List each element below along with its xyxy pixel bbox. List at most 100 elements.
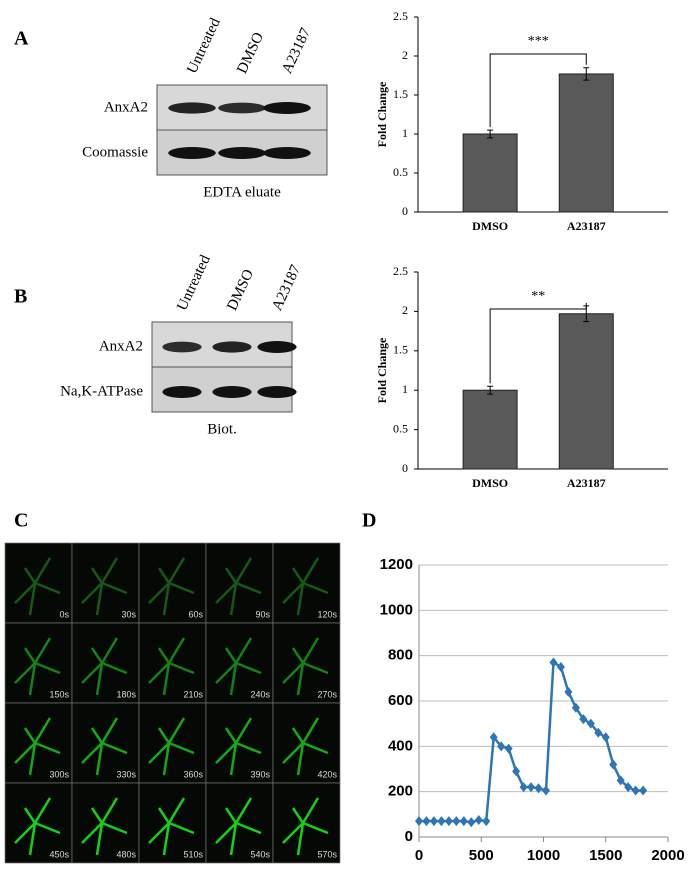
panel-label: B	[14, 286, 27, 308]
time-label: 360s	[183, 769, 203, 779]
cell-shape	[14, 717, 61, 776]
significance-label: **	[531, 289, 545, 304]
micrograph	[4, 622, 73, 704]
data-point	[564, 686, 573, 697]
blot-band	[162, 341, 202, 353]
blot-caption: EDTA eluate	[203, 184, 281, 200]
lane-label: A23187	[279, 25, 314, 76]
error-bar	[487, 129, 494, 139]
data-point	[586, 718, 595, 729]
y-tick-label: 2	[402, 48, 408, 62]
data-point	[631, 785, 640, 796]
micrograph	[138, 782, 207, 864]
cell-shape	[282, 797, 329, 856]
cell-shape	[148, 637, 195, 696]
x-tick-label: DMSO	[472, 476, 508, 490]
micrograph	[205, 702, 274, 784]
data-point	[467, 817, 476, 828]
micrograph	[71, 702, 140, 784]
cell-shape	[282, 717, 329, 776]
y-axis-label: Fold Change	[375, 337, 389, 403]
micrograph	[138, 622, 207, 704]
time-label: 540s	[250, 849, 270, 859]
x-tick-label: 0	[415, 847, 423, 864]
data-point	[549, 657, 558, 668]
cell-shape	[215, 797, 262, 856]
cell-shape	[282, 637, 329, 696]
cell-shape	[14, 557, 61, 616]
error-bar	[487, 385, 494, 395]
significance-bracket	[489, 302, 587, 384]
micrograph	[4, 542, 73, 624]
time-label: 30s	[121, 609, 136, 619]
micrograph	[4, 782, 73, 864]
cell-shape	[148, 717, 195, 776]
blot-band	[218, 147, 266, 159]
error-bar	[583, 67, 590, 81]
blot-band	[218, 102, 266, 114]
x-tick-label: 2000	[651, 847, 684, 864]
data-point	[497, 741, 506, 752]
micrograph	[205, 782, 274, 864]
lane-label: A23187	[269, 262, 304, 313]
y-tick-label: 0	[402, 461, 408, 475]
y-tick-label: 1	[402, 126, 408, 140]
blot-row-label: AnxA2	[99, 338, 143, 354]
bar	[462, 389, 518, 470]
data-point	[437, 816, 446, 827]
micrograph	[71, 622, 140, 704]
data-point	[504, 743, 513, 754]
data-point	[594, 727, 603, 738]
cell-shape	[14, 637, 61, 696]
data-point	[534, 783, 543, 794]
blot-band	[263, 147, 311, 159]
time-label: 510s	[183, 849, 203, 859]
x-tick-label: 1500	[589, 847, 622, 864]
significance-label: ***	[528, 34, 549, 49]
blot-band	[257, 341, 297, 353]
blot-caption: Biot.	[207, 421, 237, 437]
y-tick-label: 200	[388, 783, 413, 800]
y-tick-label: 1.5	[393, 343, 408, 357]
data-point	[519, 782, 528, 793]
time-label: 90s	[255, 609, 270, 619]
x-tick-label: DMSO	[472, 219, 508, 233]
cell-shape	[215, 717, 262, 776]
data-point	[571, 702, 580, 713]
data-point	[579, 714, 588, 725]
y-tick-label: 800	[388, 647, 413, 664]
significance-bracket	[489, 53, 587, 128]
time-label: 180s	[116, 689, 136, 699]
y-tick-label: 0.5	[393, 165, 408, 179]
cell-shape	[14, 797, 61, 856]
blot-band	[212, 341, 252, 353]
panel-label: C	[14, 510, 28, 532]
bar	[462, 133, 518, 213]
y-tick-label: 400	[388, 737, 413, 754]
blot-row-label: Na,K-ATPase	[60, 383, 143, 399]
data-point	[624, 782, 633, 793]
data-point	[616, 775, 625, 786]
data-point	[444, 816, 453, 827]
micrograph	[272, 542, 341, 624]
time-label: 570s	[317, 849, 337, 859]
micrograph	[71, 782, 140, 864]
y-tick-label: 2.5	[393, 264, 408, 278]
x-tick-label: A23187	[567, 219, 606, 233]
data-line	[419, 660, 644, 824]
data-point	[556, 662, 565, 672]
micrograph	[205, 622, 274, 704]
lane-label: Untreated	[174, 252, 214, 313]
y-tick-label: 1000	[380, 601, 413, 618]
cell-shape	[81, 557, 128, 616]
cell-shape	[81, 717, 128, 776]
time-label: 450s	[49, 849, 69, 859]
lane-label: Untreated	[184, 15, 224, 76]
cell-shape	[148, 557, 195, 616]
lane-label: DMSO	[224, 267, 257, 313]
time-label: 480s	[116, 849, 136, 859]
blot-band	[162, 386, 202, 398]
micrograph	[138, 542, 207, 624]
time-label: 60s	[188, 609, 203, 619]
